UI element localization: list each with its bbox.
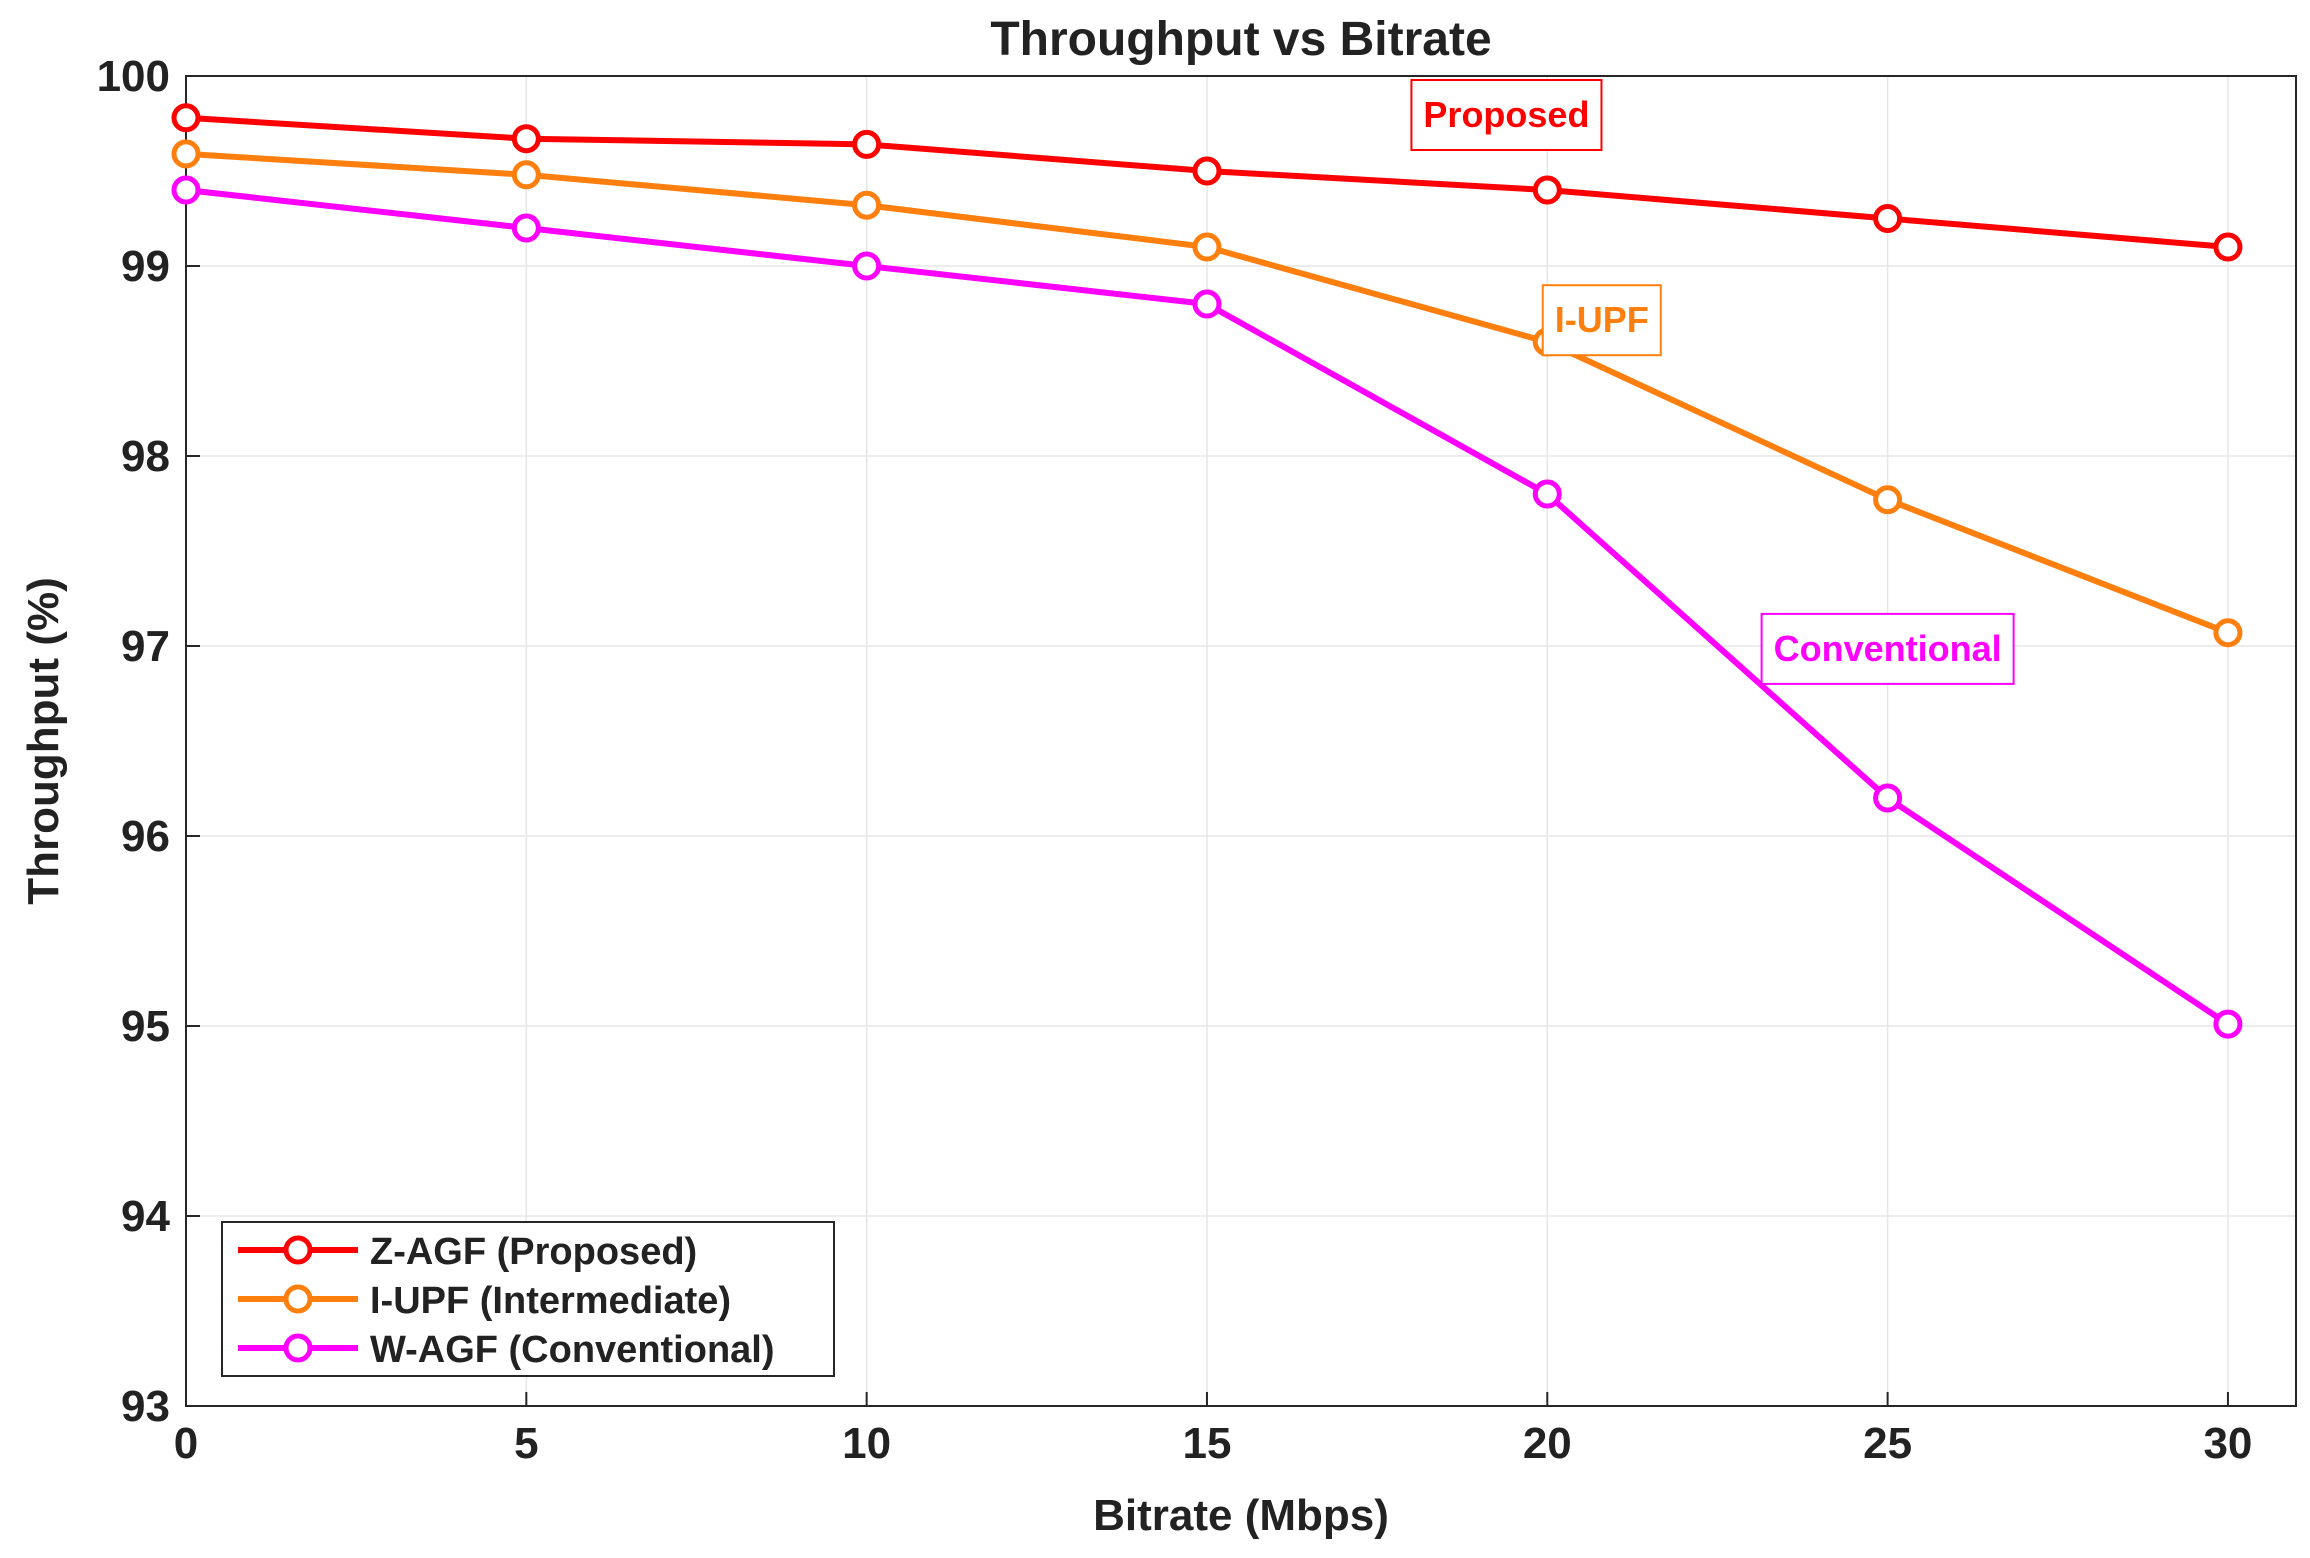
data-point-s1-3 — [1192, 232, 1222, 262]
data-point-s0-4 — [1532, 175, 1562, 205]
data-point-s2-3 — [1192, 289, 1222, 319]
data-point-s1-1 — [511, 160, 541, 190]
data-point-s2-2 — [852, 251, 882, 281]
annotation-2: Conventional — [1760, 612, 2015, 685]
series-layer — [171, 103, 2243, 1039]
data-point-s1-6 — [2213, 618, 2243, 648]
y-tick-label-97: 97 — [121, 622, 170, 671]
y-tick-label-93: 93 — [121, 1382, 170, 1431]
annotation-0: Proposed — [1410, 79, 1603, 151]
y-tick-label-95: 95 — [121, 1002, 170, 1051]
data-point-s0-6 — [2213, 232, 2243, 262]
annotation-box-2 — [1760, 612, 2015, 685]
legend-marker-1 — [283, 1284, 313, 1314]
data-point-s0-0 — [171, 103, 201, 133]
legend-marker-2 — [283, 1333, 313, 1363]
legend: Z-AGF (Proposed) I-UPF (Intermediate) W-… — [221, 1221, 835, 1377]
data-point-s2-6 — [2213, 1009, 2243, 1039]
data-point-s2-1 — [511, 213, 541, 243]
axes-layer: 0 5 10 15 20 25 30 93 94 95 96 97 98 99 100 — [97, 52, 2253, 1468]
data-point-s0-2 — [852, 129, 882, 159]
x-tick-label-0: 0 — [174, 1419, 198, 1468]
plot-area-frame — [185, 75, 2297, 1407]
legend-marker-0 — [283, 1235, 313, 1265]
x-tick-label-20: 20 — [1523, 1419, 1572, 1468]
data-point-s0-5 — [1873, 204, 1903, 233]
y-tick-label-100: 100 — [97, 52, 170, 101]
x-axis-label: Bitrate (Mbps) — [1093, 1491, 1389, 1540]
y-tick-label-98: 98 — [121, 432, 170, 481]
legend-label-0: Z-AGF (Proposed) — [370, 1231, 697, 1273]
annotation-1: I-UPF — [1541, 284, 1662, 357]
data-point-s2-0 — [171, 175, 201, 205]
y-axis-label: Throughput (%) — [19, 577, 68, 904]
x-tick-label-15: 15 — [1182, 1419, 1231, 1468]
grid-layer — [185, 75, 2296, 1407]
annotation-layer: Proposed I-UPF Conventional — [1410, 79, 2015, 685]
data-point-s0-3 — [1192, 156, 1222, 186]
annotation-label-1: I-UPF — [1555, 299, 1649, 340]
y-tick-label-94: 94 — [121, 1192, 170, 1241]
x-tick-label-10: 10 — [842, 1419, 891, 1468]
annotation-label-2: Conventional — [1774, 628, 2002, 669]
data-point-s2-4 — [1532, 479, 1562, 509]
legend-label-1: I-UPF (Intermediate) — [370, 1280, 731, 1322]
data-point-s0-1 — [511, 124, 541, 154]
data-point-s1-0 — [171, 139, 201, 169]
data-point-s1-2 — [852, 190, 882, 220]
legend-label-2: W-AGF (Conventional) — [370, 1329, 775, 1371]
x-tick-label-5: 5 — [514, 1419, 538, 1468]
data-point-s2-5 — [1873, 783, 1903, 813]
chart-title: Throughput vs Bitrate — [990, 13, 1491, 66]
annotation-label-0: Proposed — [1423, 94, 1589, 135]
annotation-box-1 — [1541, 284, 1662, 357]
data-point-s1-5 — [1873, 485, 1903, 515]
annotation-box-0 — [1410, 79, 1603, 151]
y-tick-label-96: 96 — [121, 812, 170, 861]
x-tick-label-30: 30 — [2203, 1419, 2252, 1468]
x-tick-label-25: 25 — [1863, 1419, 1912, 1468]
y-tick-label-99: 99 — [121, 242, 170, 291]
